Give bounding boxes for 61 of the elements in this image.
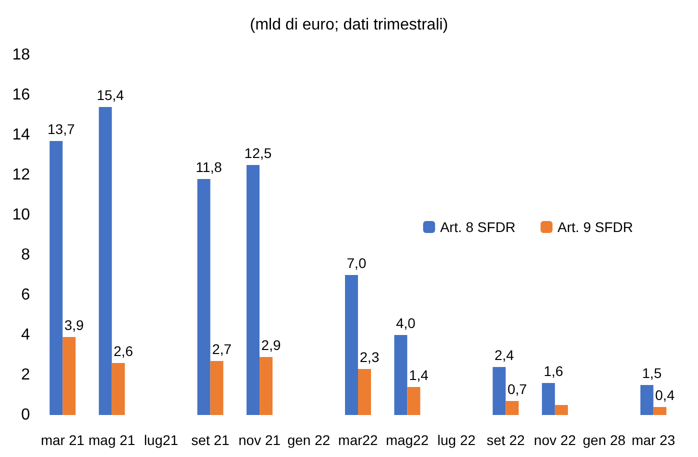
y-tick-label: 18	[12, 46, 30, 64]
data-label: 12,5	[244, 145, 272, 161]
y-tick-label: 4	[21, 326, 30, 344]
data-label: 1,4	[408, 367, 429, 383]
x-tick-label: mag22	[386, 432, 429, 448]
bar	[210, 361, 224, 415]
data-label: 7,0	[346, 255, 366, 271]
x-tick-label: mar 21	[40, 432, 85, 448]
bar	[260, 357, 273, 415]
data-label: 15,4	[96, 87, 124, 103]
bar	[407, 387, 420, 415]
bar	[506, 401, 519, 415]
data-label: 2,3	[360, 349, 380, 365]
bar	[112, 363, 125, 415]
data-label: 3,9	[64, 317, 84, 333]
data-label: 0,4	[655, 387, 675, 403]
y-tick-label: 12	[12, 166, 30, 184]
y-tick-label: 16	[12, 86, 30, 104]
x-tick-label: lug 22	[437, 432, 476, 448]
x-tick-label: mag 21	[88, 432, 136, 448]
y-tick-label: 14	[12, 126, 30, 144]
bar	[394, 335, 408, 415]
bar	[358, 369, 371, 415]
bar	[197, 179, 210, 415]
data-label: 13,7	[47, 121, 75, 137]
data-label: 0,7	[507, 381, 528, 397]
bar	[554, 405, 568, 415]
data-label: 2,6	[114, 343, 134, 359]
y-tick-label: 0	[21, 406, 30, 424]
x-tick-label: set 21	[191, 432, 230, 448]
x-tick-label: nov 22	[534, 432, 576, 448]
y-tick-label: 10	[12, 206, 30, 224]
bar	[98, 107, 112, 415]
data-label: 1,6	[544, 363, 564, 379]
data-label: 1,5	[642, 365, 662, 381]
bar	[62, 337, 76, 415]
data-label: 2,9	[261, 337, 281, 353]
chart-title: (mld di euro; dati trimestrali)	[250, 16, 448, 34]
data-label: 2,7	[212, 341, 232, 357]
y-tick-label: 8	[21, 246, 30, 264]
legend-label: Art. 8 SFDR	[440, 219, 516, 235]
x-tick-label: set 22	[486, 432, 525, 448]
bar	[640, 385, 654, 415]
x-tick-label: mar 23	[632, 432, 676, 448]
bar	[345, 275, 358, 415]
bar	[542, 383, 555, 415]
x-tick-label: gen 28	[582, 432, 626, 448]
legend-label: Art. 9 SFDR	[558, 219, 634, 235]
x-tick-label: nov 21	[238, 432, 281, 448]
data-label: 2,4	[494, 347, 514, 363]
y-tick-label: 2	[21, 366, 30, 384]
x-tick-label: lug21	[144, 432, 178, 448]
bar	[50, 141, 63, 415]
x-tick-label: gen 22	[287, 432, 330, 448]
bar	[653, 407, 666, 415]
x-tick-label: mar22	[338, 432, 378, 448]
data-label: 11,8	[196, 159, 222, 175]
y-tick-label: 6	[21, 286, 30, 304]
data-label: 4,0	[396, 315, 416, 331]
bar	[492, 367, 506, 415]
bar	[246, 165, 260, 415]
